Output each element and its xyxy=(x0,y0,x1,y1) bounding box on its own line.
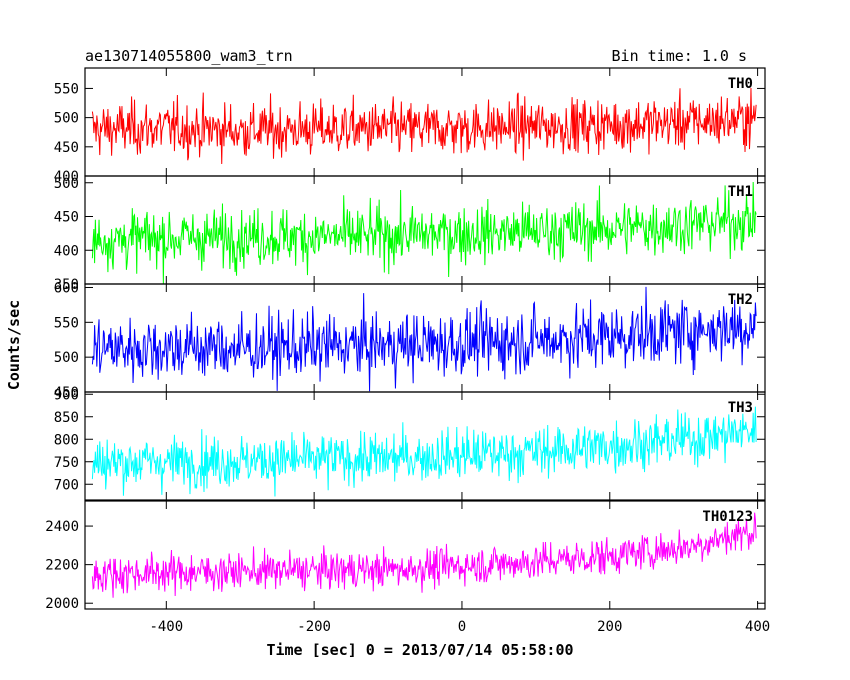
series-label-th1: TH1 xyxy=(728,184,753,200)
panel-th1: 350 400 450 500 TH1 xyxy=(54,175,766,293)
series-th0123 xyxy=(91,512,757,598)
y-tick-label: 500 xyxy=(54,111,79,127)
panels-group: 400 450 500 550 TH0 350 400 450 500 TH1 450 500 550 6… xyxy=(45,67,766,612)
y-tick-label: 2400 xyxy=(45,519,79,535)
y-tick-label: 550 xyxy=(54,81,79,97)
y-tick-label: 850 xyxy=(54,410,79,426)
y-tick-label: 800 xyxy=(54,432,79,448)
x-tick-label: 400 xyxy=(745,619,770,635)
y-tick-label: 550 xyxy=(54,315,79,331)
x-tick-label: 200 xyxy=(597,619,622,635)
series-label-th0: TH0 xyxy=(728,76,753,92)
panel-th2: 450 500 550 600 TH2 xyxy=(54,280,766,401)
y-tick-label: 450 xyxy=(54,385,79,401)
series-th3 xyxy=(91,406,757,497)
x-tick-label: -400 xyxy=(149,619,183,635)
panel-frame xyxy=(84,500,766,610)
panel-th0123: 2000 2200 2400 TH0123 xyxy=(45,500,766,612)
y-tick-label: 400 xyxy=(54,169,79,185)
y-axis-label: Counts/sec xyxy=(5,300,23,390)
series-label-th3: TH3 xyxy=(728,400,753,416)
y-tick-label: 350 xyxy=(54,277,79,293)
x-axis-label: Time [sec] 0 = 2013/07/14 05:58:00 xyxy=(266,641,573,659)
y-tick-label: 700 xyxy=(54,477,79,493)
y-tick-label: 450 xyxy=(54,210,79,226)
panel-frame xyxy=(84,391,766,501)
panel-th3: 700 750 800 850 900 TH3 xyxy=(54,387,766,501)
y-tick-label: 750 xyxy=(54,455,79,471)
y-tick-label: 450 xyxy=(54,140,79,156)
x-tick-label: 0 xyxy=(458,619,466,635)
y-tick-label: 500 xyxy=(54,350,79,366)
series-th1 xyxy=(91,182,757,284)
y-tick-label: 2200 xyxy=(45,558,79,574)
series-label-th2: TH2 xyxy=(728,292,753,308)
chart-title: ae130714055800_wam3_trn xyxy=(85,47,293,65)
y-tick-label: 400 xyxy=(54,243,79,259)
bin-time-label: Bin time: 1.0 s xyxy=(612,47,747,65)
x-tick-labels: -400 -200 0 200 400 xyxy=(149,619,770,635)
panel-th0: 400 450 500 550 TH0 xyxy=(54,67,766,185)
y-tick-label: 900 xyxy=(54,387,79,403)
series-th0 xyxy=(91,88,757,164)
y-tick-label: 500 xyxy=(54,176,79,192)
series-label-th0123: TH0123 xyxy=(702,509,753,525)
x-tick-label: -200 xyxy=(297,619,331,635)
series-th2 xyxy=(91,286,757,392)
y-tick-label: 600 xyxy=(54,280,79,296)
y-tick-label: 2000 xyxy=(45,596,79,612)
